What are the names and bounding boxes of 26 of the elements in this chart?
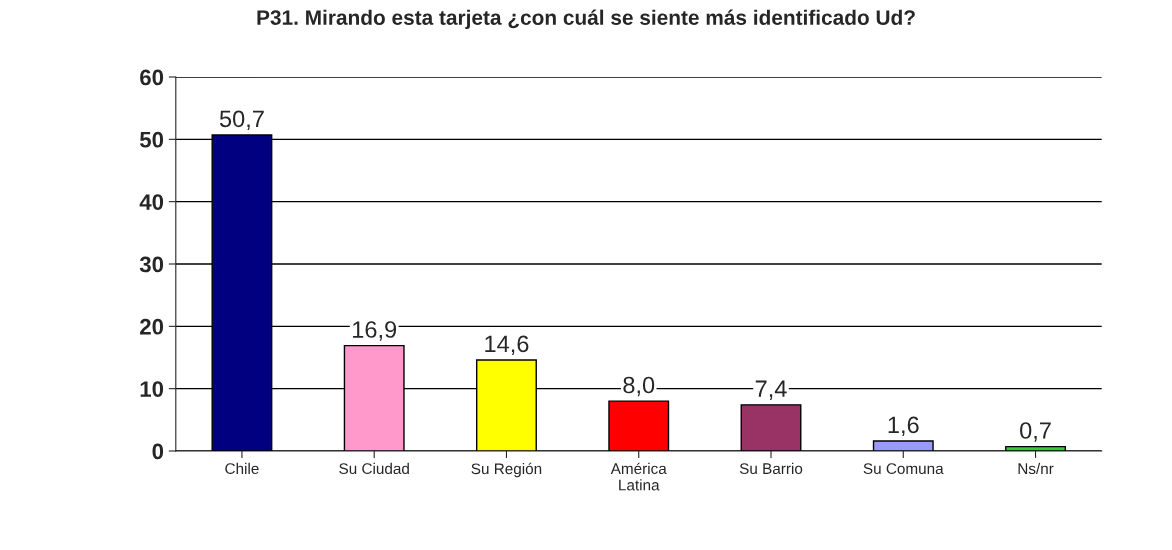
data-label: 50,7 <box>219 110 264 130</box>
data-label: 1,6 <box>888 416 919 437</box>
x-tick-label: América Latina <box>610 462 667 491</box>
y-tick-label: 0 <box>152 443 164 460</box>
data-label: 8,0 <box>623 376 655 397</box>
y-tick-label: 40 <box>139 194 164 210</box>
chart-title: P31. Mirando esta tarjeta ¿con cuál se siente más identificado Ud? <box>257 9 915 30</box>
bar <box>740 404 802 451</box>
x-tick-label: Su Región <box>471 462 542 478</box>
bar <box>608 400 670 451</box>
data-label: 16,9 <box>353 321 397 341</box>
x-tick-label: Su Ciudad <box>339 462 409 475</box>
y-tick-label: 20 <box>140 318 164 335</box>
x-tick-label: Chile <box>225 462 259 475</box>
bar <box>1005 445 1067 451</box>
x-tick-label: Su Barrio <box>739 462 803 475</box>
bar <box>872 440 934 451</box>
data-label: 7,4 <box>755 380 787 400</box>
data-label: 14,6 <box>485 335 529 355</box>
y-tick-label: 10 <box>140 381 164 397</box>
y-tick-label: 50 <box>139 131 164 148</box>
x-tick-label: Su Comuna <box>863 463 944 475</box>
x-tick-label: Ns/nr <box>1018 462 1054 475</box>
y-tick-label: 30 <box>139 256 164 273</box>
data-label: 0,7 <box>1020 422 1051 442</box>
y-tick-label: 60 <box>140 69 164 86</box>
